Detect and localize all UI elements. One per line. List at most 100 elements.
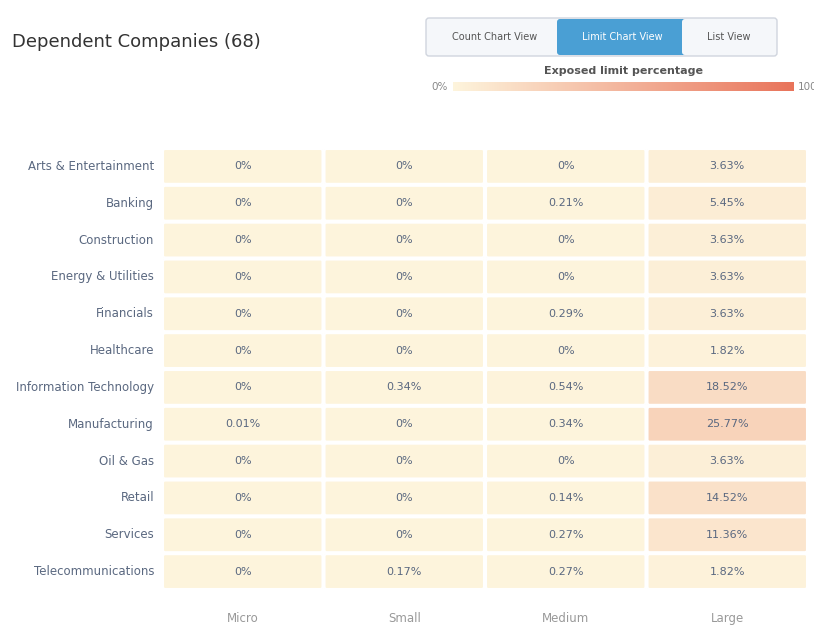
Bar bbox=[729, 82, 731, 91]
Bar bbox=[488, 82, 490, 91]
Bar bbox=[587, 82, 589, 91]
FancyBboxPatch shape bbox=[325, 333, 484, 368]
Bar bbox=[590, 82, 592, 91]
Bar bbox=[717, 82, 719, 91]
Bar bbox=[563, 82, 565, 91]
Bar bbox=[532, 82, 534, 91]
Bar bbox=[540, 82, 542, 91]
Bar bbox=[628, 82, 630, 91]
FancyBboxPatch shape bbox=[486, 481, 646, 515]
Bar bbox=[708, 82, 710, 91]
Bar bbox=[567, 82, 569, 91]
Bar bbox=[692, 82, 694, 91]
Text: 0%: 0% bbox=[396, 493, 413, 503]
Bar bbox=[654, 82, 655, 91]
Bar bbox=[492, 82, 494, 91]
Bar bbox=[764, 82, 765, 91]
Text: 0%: 0% bbox=[234, 161, 252, 172]
Bar bbox=[700, 82, 702, 91]
Bar bbox=[602, 82, 604, 91]
Bar bbox=[457, 82, 459, 91]
Text: Large: Large bbox=[711, 612, 744, 625]
Bar bbox=[721, 82, 723, 91]
Text: 0.17%: 0.17% bbox=[387, 566, 422, 577]
Text: 0.14%: 0.14% bbox=[548, 493, 584, 503]
Bar bbox=[453, 82, 455, 91]
Bar bbox=[509, 82, 510, 91]
Bar bbox=[760, 82, 762, 91]
Bar bbox=[530, 82, 532, 91]
FancyBboxPatch shape bbox=[163, 370, 322, 405]
Bar bbox=[553, 82, 554, 91]
Text: 18.52%: 18.52% bbox=[706, 383, 749, 392]
Text: Telecommunications: Telecommunications bbox=[33, 565, 154, 578]
FancyBboxPatch shape bbox=[163, 407, 322, 442]
Bar bbox=[733, 82, 734, 91]
Bar bbox=[489, 82, 491, 91]
Bar bbox=[674, 82, 676, 91]
Bar bbox=[735, 82, 737, 91]
Bar bbox=[619, 82, 621, 91]
Bar bbox=[742, 82, 744, 91]
Bar bbox=[726, 82, 728, 91]
Bar bbox=[667, 82, 669, 91]
Bar bbox=[599, 82, 601, 91]
Bar bbox=[666, 82, 667, 91]
Bar bbox=[716, 82, 718, 91]
Bar bbox=[776, 82, 777, 91]
Text: 0.21%: 0.21% bbox=[548, 198, 584, 208]
FancyBboxPatch shape bbox=[163, 444, 322, 479]
Bar bbox=[663, 82, 665, 91]
FancyBboxPatch shape bbox=[325, 517, 484, 552]
Bar bbox=[634, 82, 636, 91]
Bar bbox=[578, 82, 580, 91]
FancyBboxPatch shape bbox=[647, 481, 807, 515]
Bar bbox=[755, 82, 757, 91]
Bar bbox=[767, 82, 768, 91]
Text: 0%: 0% bbox=[234, 383, 252, 392]
Bar bbox=[538, 82, 540, 91]
Text: Information Technology: Information Technology bbox=[16, 381, 154, 394]
Bar bbox=[604, 82, 606, 91]
Bar bbox=[601, 82, 602, 91]
Text: 0.34%: 0.34% bbox=[387, 383, 422, 392]
Bar bbox=[698, 82, 699, 91]
Bar bbox=[615, 82, 617, 91]
Text: 100%: 100% bbox=[798, 81, 814, 92]
Bar bbox=[463, 82, 465, 91]
Bar bbox=[737, 82, 739, 91]
Text: 0%: 0% bbox=[234, 566, 252, 577]
Bar bbox=[616, 82, 618, 91]
Bar bbox=[550, 82, 552, 91]
Bar bbox=[570, 82, 571, 91]
Bar bbox=[625, 82, 627, 91]
Text: Services: Services bbox=[104, 528, 154, 541]
FancyBboxPatch shape bbox=[325, 370, 484, 405]
Bar bbox=[741, 82, 742, 91]
Bar bbox=[623, 82, 624, 91]
Bar bbox=[571, 82, 572, 91]
Bar bbox=[484, 82, 487, 91]
FancyBboxPatch shape bbox=[325, 407, 484, 442]
Text: 11.36%: 11.36% bbox=[706, 530, 748, 540]
Bar bbox=[627, 82, 628, 91]
Bar bbox=[753, 82, 755, 91]
Bar bbox=[497, 82, 499, 91]
Bar bbox=[660, 82, 662, 91]
Bar bbox=[483, 82, 484, 91]
Bar bbox=[702, 82, 704, 91]
Bar bbox=[514, 82, 516, 91]
Bar bbox=[543, 82, 545, 91]
Bar bbox=[651, 82, 653, 91]
FancyBboxPatch shape bbox=[486, 149, 646, 184]
Bar bbox=[675, 82, 676, 91]
Bar bbox=[521, 82, 523, 91]
FancyBboxPatch shape bbox=[325, 223, 484, 257]
FancyBboxPatch shape bbox=[163, 481, 322, 515]
Bar bbox=[576, 82, 578, 91]
Bar bbox=[555, 82, 557, 91]
Bar bbox=[787, 82, 789, 91]
Bar bbox=[681, 82, 682, 91]
Bar bbox=[688, 82, 689, 91]
Bar bbox=[774, 82, 776, 91]
